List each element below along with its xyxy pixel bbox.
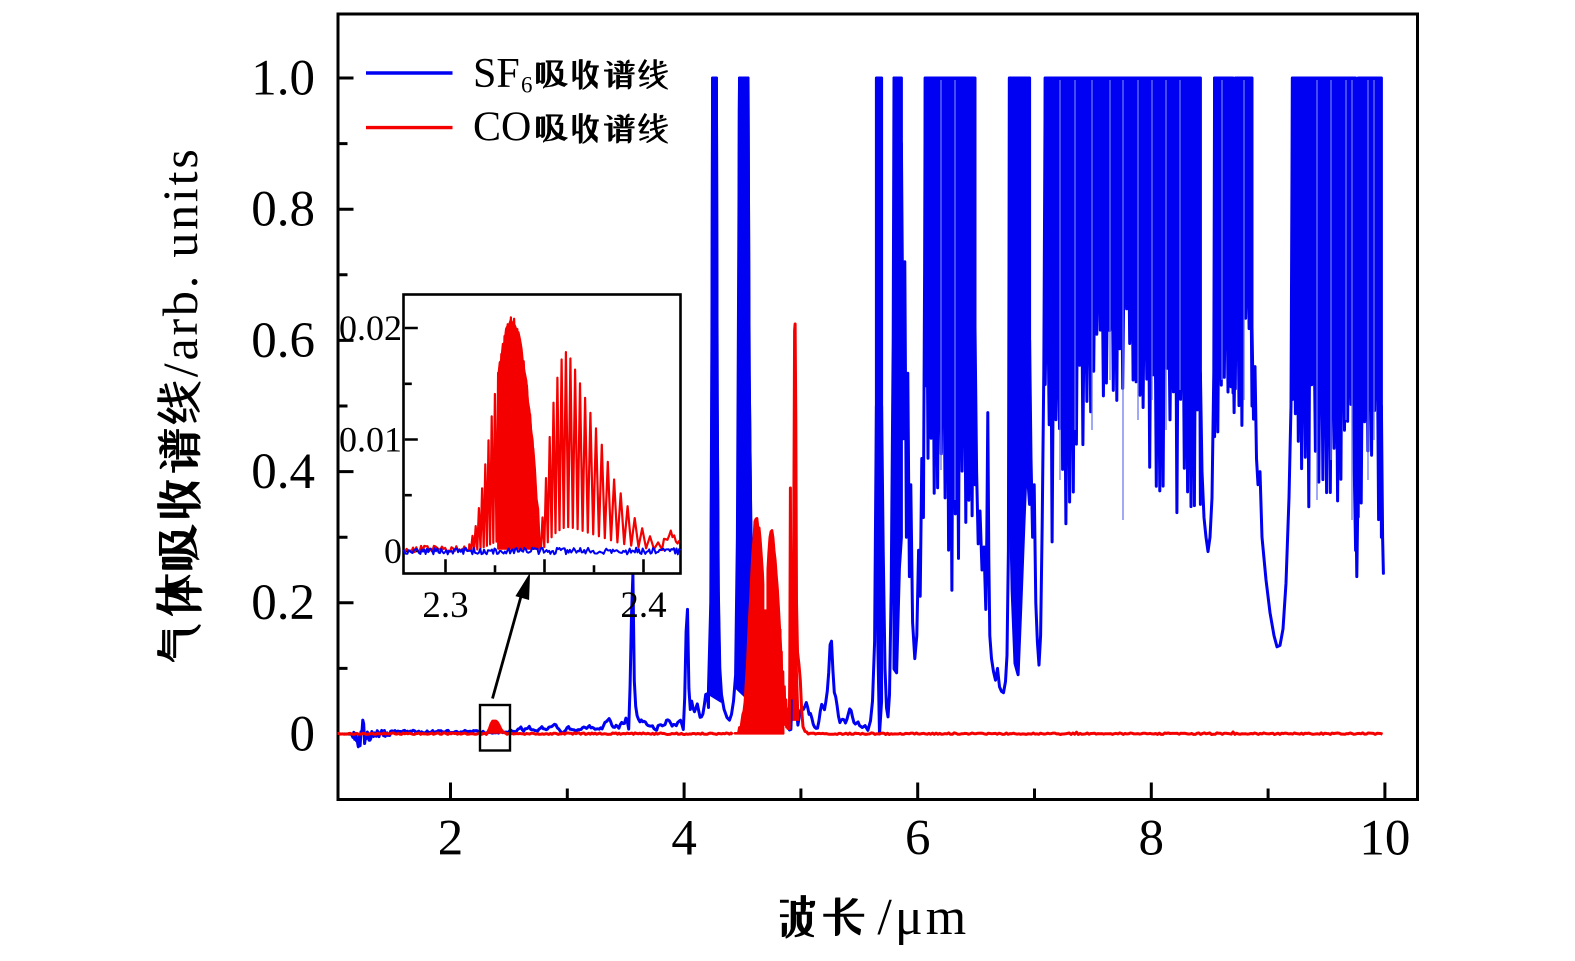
svg-text:2.3: 2.3: [422, 585, 468, 626]
svg-text:0.02: 0.02: [339, 308, 402, 348]
svg-text:0.2: 0.2: [251, 575, 315, 631]
svg-text:0.6: 0.6: [251, 313, 315, 369]
svg-text:10: 10: [1359, 811, 1410, 867]
svg-text:8: 8: [1139, 811, 1165, 867]
svg-text:0.8: 0.8: [251, 182, 315, 238]
svg-text:2: 2: [438, 811, 464, 867]
svg-text:2.4: 2.4: [620, 585, 666, 626]
svg-text:0.4: 0.4: [251, 444, 315, 500]
svg-text:4: 4: [671, 811, 697, 867]
svg-text:CO: CO: [473, 105, 531, 151]
svg-text:6: 6: [905, 811, 931, 867]
svg-text:/arb. units: /arb. units: [152, 146, 208, 377]
svg-text:0.01: 0.01: [339, 420, 402, 460]
svg-text:0: 0: [384, 531, 402, 571]
svg-text:SF: SF: [473, 51, 520, 97]
svg-text:6: 6: [521, 73, 533, 98]
svg-text:0: 0: [290, 706, 316, 762]
svg-text:/μm: /μm: [877, 889, 969, 946]
svg-text:1.0: 1.0: [251, 50, 315, 106]
